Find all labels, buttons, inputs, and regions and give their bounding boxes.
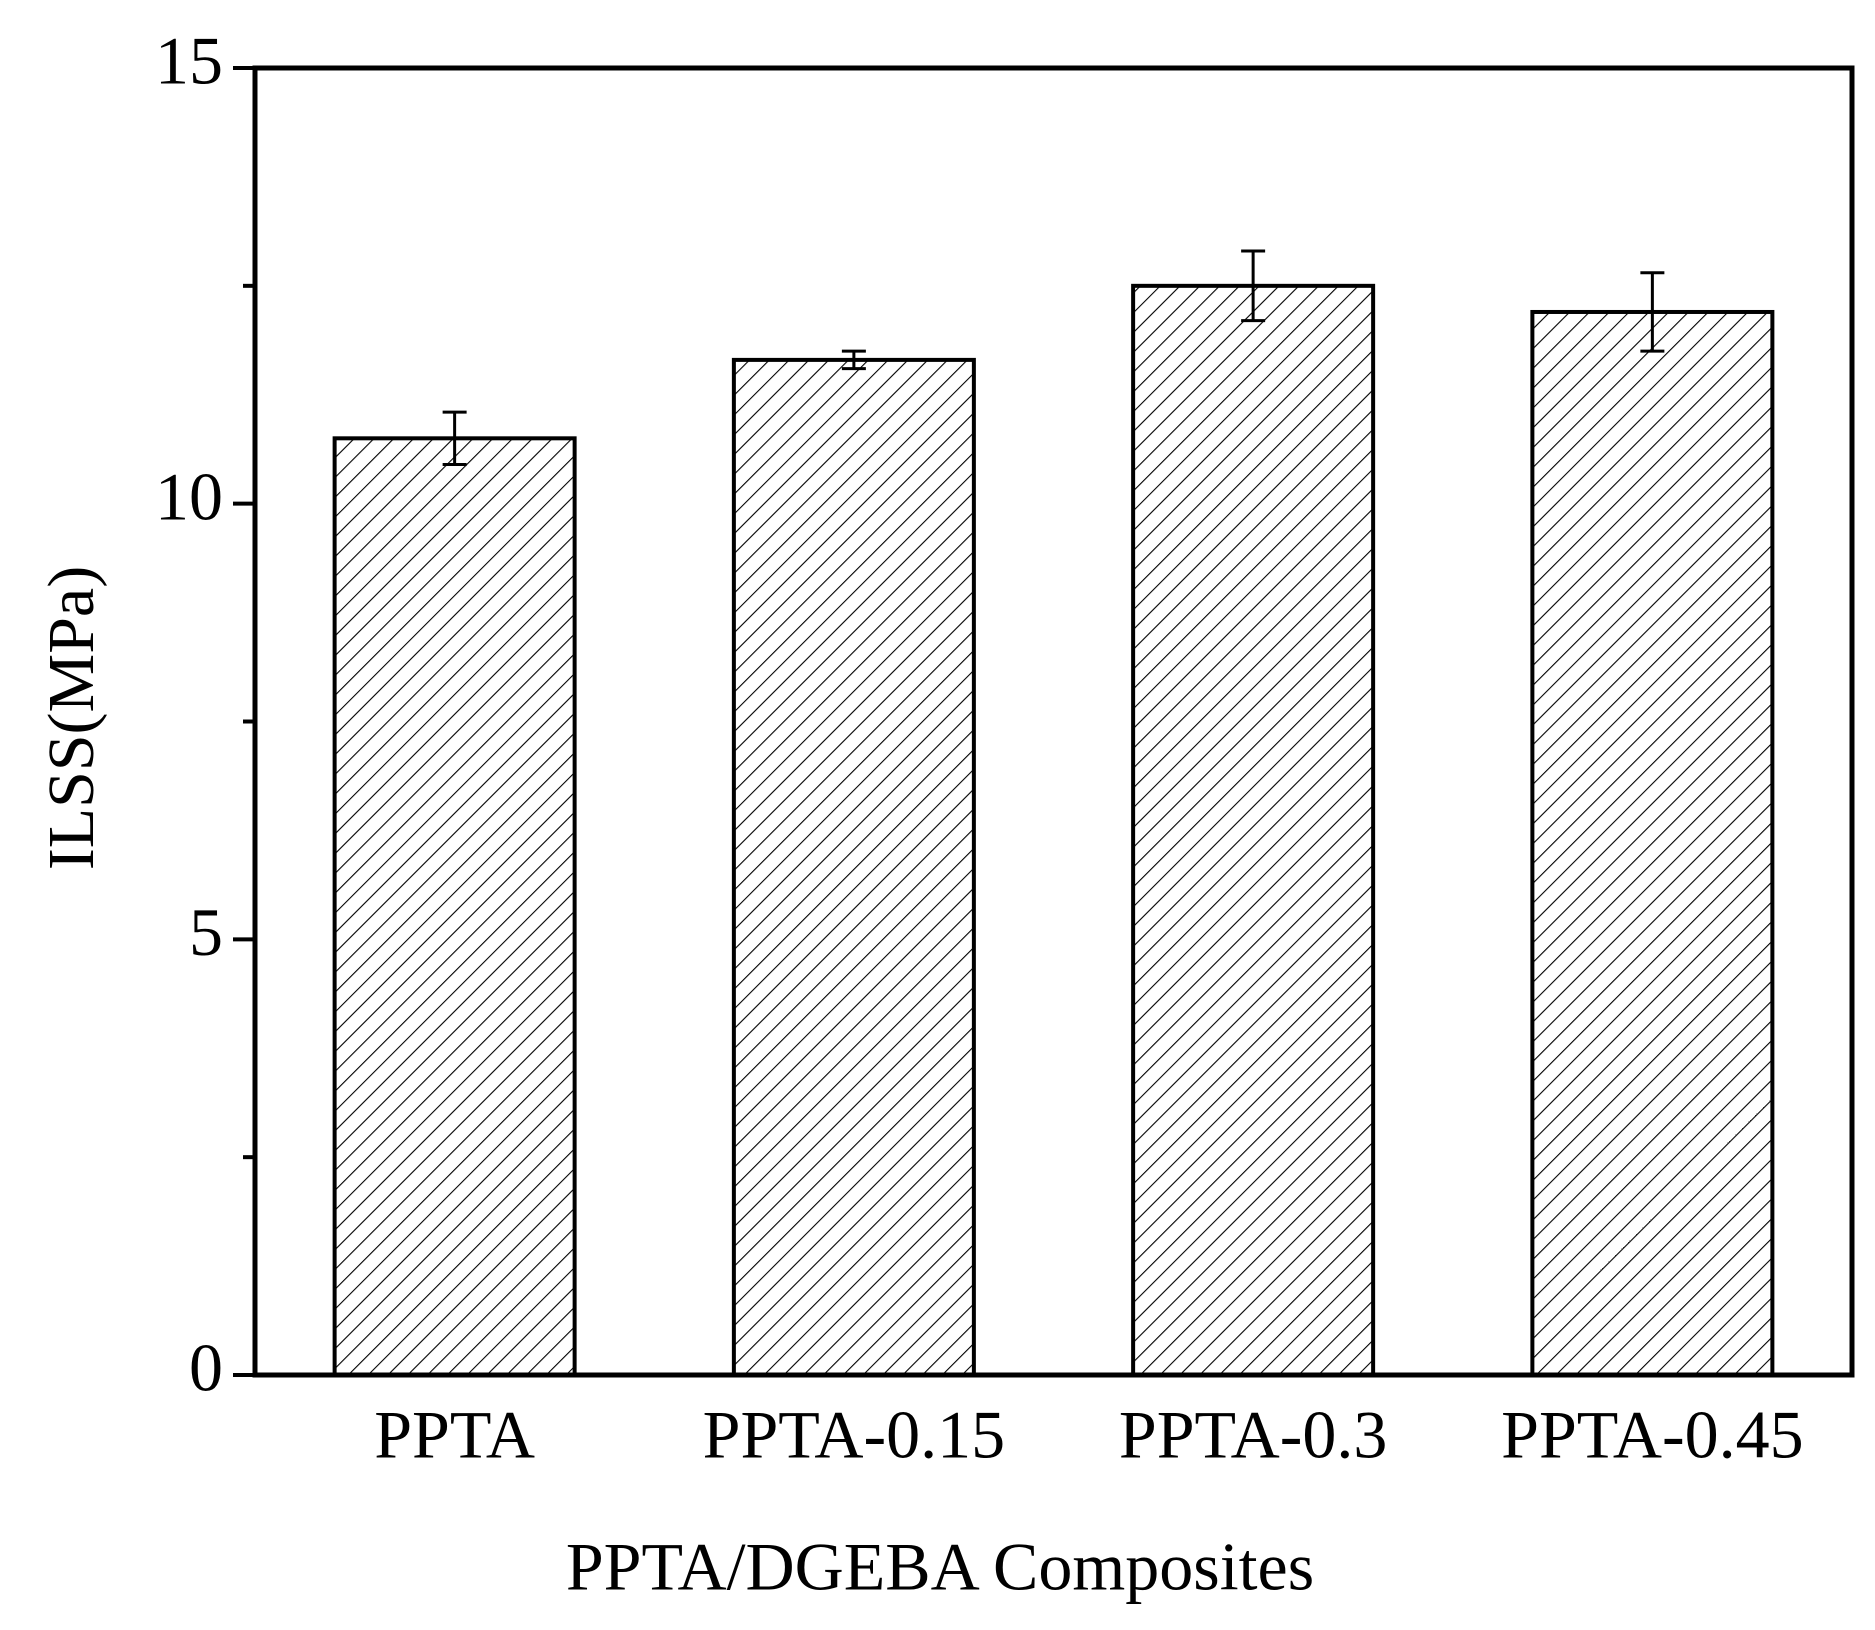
error-bar [1241, 249, 1266, 323]
y-tick-label: 10 [155, 458, 223, 534]
x-tick-label: PPTA-0.45 [1501, 1397, 1803, 1473]
x-tick-label: PPTA [374, 1397, 535, 1473]
y-tick-label: 0 [189, 1330, 223, 1406]
bar [731, 357, 976, 1377]
bar [1131, 283, 1376, 1377]
plot-frame [252, 65, 1855, 1378]
error-bar [442, 410, 467, 466]
x-tick-label: PPTA-0.3 [1119, 1397, 1387, 1473]
y-tick-label: 5 [189, 894, 223, 970]
y-axis-title: ILSS(MPa) [35, 566, 108, 870]
x-axis-title: PPTA/DGEBA Composites [566, 1529, 1314, 1605]
y-tick-label: 15 [155, 23, 223, 99]
bar [332, 436, 577, 1378]
error-bar [841, 349, 866, 371]
error-bar [1640, 271, 1665, 353]
bar [1530, 309, 1775, 1377]
x-tick-label: PPTA-0.15 [703, 1397, 1005, 1473]
